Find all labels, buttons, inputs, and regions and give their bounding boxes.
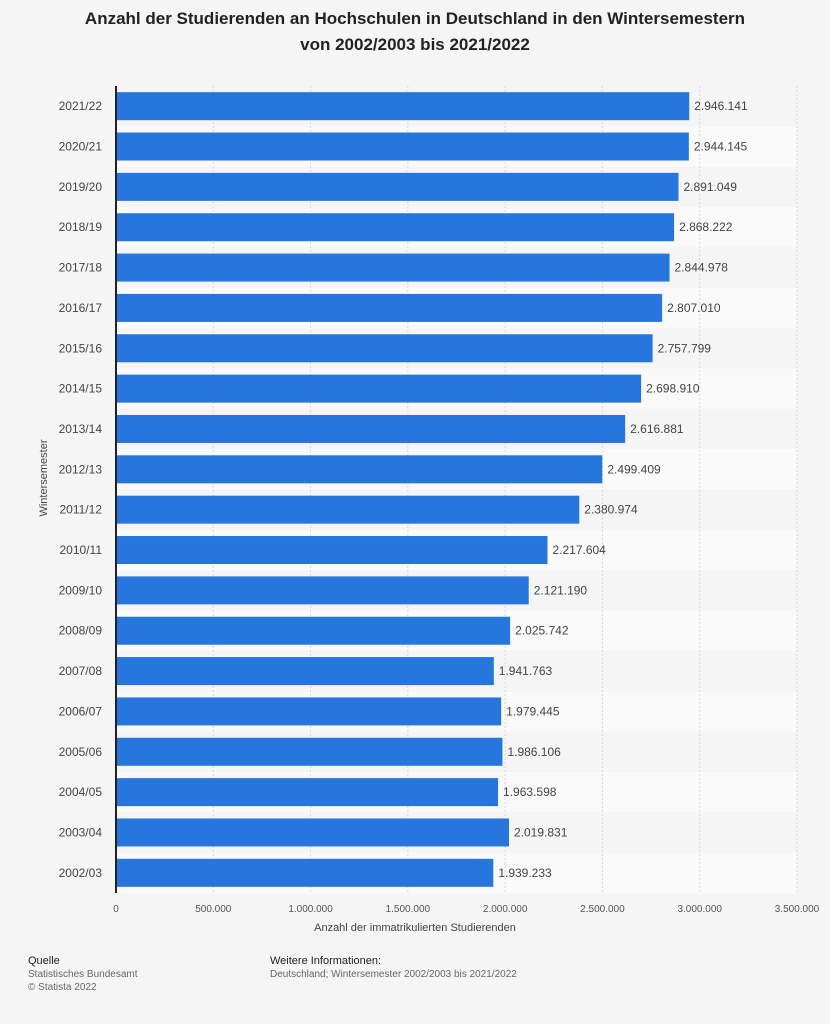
y-tick-label: 2003/04 [59,825,103,839]
bar[interactable] [116,576,529,605]
source-heading: Quelle [28,955,60,967]
y-tick-label: 2006/07 [59,704,103,718]
bar[interactable] [116,414,626,443]
y-tick-label: 2021/22 [59,99,103,113]
bar-value-label: 2.891.049 [684,180,738,194]
bar[interactable] [116,334,653,363]
x-tick-label: 500.000 [195,904,232,915]
bar[interactable] [116,616,511,645]
bar[interactable] [116,697,502,726]
bar[interactable] [116,858,494,887]
bar-value-label: 2.757.799 [658,341,712,355]
y-tick-label: 2011/12 [60,503,103,517]
y-tick-label: 2005/06 [59,745,103,759]
y-tick-label: 2004/05 [59,785,103,799]
bar-value-label: 1.939.233 [498,866,552,880]
bar[interactable] [116,495,580,524]
info-heading: Weitere Informationen: [270,955,382,967]
bar[interactable] [116,253,670,282]
copyright-text: © Statista 2022 [28,982,97,993]
bar[interactable] [116,657,494,686]
y-tick-label: 2008/09 [59,624,103,638]
x-tick-label: 2.000.000 [483,904,528,915]
bar[interactable] [116,818,510,847]
bar-value-label: 2.499.409 [607,462,661,476]
bar-value-label: 1.979.445 [506,704,560,718]
y-tick-label: 2009/10 [59,583,103,597]
bar-value-label: 2.807.010 [667,301,721,315]
bar-value-label: 2.698.910 [646,382,700,396]
y-tick-label: 2017/18 [59,261,103,275]
bar-value-label: 2.025.742 [515,624,569,638]
source-block: Quelle Statistisches Bundesamt © Statist… [28,955,138,994]
y-tick-label: 2002/03 [59,866,103,880]
bar[interactable] [116,778,499,807]
chart-title: Anzahl der Studierenden an Hochschulen i… [0,6,830,58]
bar[interactable] [116,536,548,565]
bar-value-label: 2.868.222 [679,220,733,234]
bar-value-label: 2.380.974 [584,503,638,517]
y-tick-label: 2020/21 [59,140,103,154]
bar[interactable] [116,293,663,322]
bar-value-label: 2.121.190 [534,583,588,597]
y-tick-label: 2014/15 [59,382,103,396]
bar-value-label: 2.616.881 [630,422,684,436]
bar-value-label: 2.946.141 [694,99,748,113]
x-tick-label: 2.500.000 [580,904,625,915]
bar[interactable] [116,172,679,201]
y-tick-label: 2013/14 [59,422,103,436]
bar[interactable] [116,213,675,242]
bar-value-label: 1.986.106 [507,745,561,759]
x-axis-title: Anzahl der immatrikulierten Studierenden [314,922,516,934]
y-tick-label: 2019/20 [59,180,103,194]
bar[interactable] [116,737,503,766]
info-text: Deutschland; Wintersemester 2002/2003 bi… [270,969,517,980]
y-tick-label: 2012/13 [59,462,103,476]
x-tick-label: 3.500.000 [775,904,820,915]
y-tick-label: 2018/19 [59,220,103,234]
y-tick-label: 2015/16 [59,341,103,355]
bar[interactable] [116,374,642,403]
y-tick-label: 2007/08 [59,664,103,678]
x-tick-label: 0 [113,904,119,915]
x-tick-label: 3.000.000 [677,904,722,915]
x-tick-label: 1.000.000 [288,904,333,915]
y-axis-title: Wintersemester [38,439,50,517]
chart-title-line-2: von 2002/2003 bis 2021/2022 [300,35,530,54]
bar-value-label: 1.941.763 [499,664,553,678]
bar-value-label: 2.217.604 [552,543,606,557]
bar-value-label: 2.019.831 [514,825,568,839]
bar[interactable] [116,132,689,161]
x-tick-label: 1.500.000 [386,904,431,915]
bar-value-label: 2.944.145 [694,140,748,154]
bar-value-label: 1.963.598 [503,785,557,799]
y-tick-label: 2010/11 [60,543,103,557]
bar[interactable] [116,92,690,121]
bar-value-label: 2.844.978 [675,261,729,275]
y-tick-label: 2016/17 [59,301,103,315]
source-name: Statistisches Bundesamt [28,969,138,980]
bar[interactable] [116,455,603,484]
chart-title-line-1: Anzahl der Studierenden an Hochschulen i… [84,9,746,28]
info-block: Weitere Informationen: Deutschland; Wint… [270,955,517,981]
